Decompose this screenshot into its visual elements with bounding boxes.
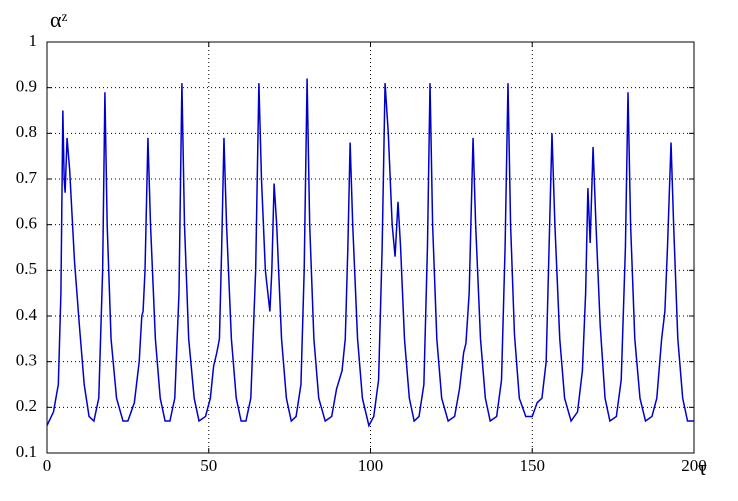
y-tick-label: 0.9 bbox=[16, 77, 37, 96]
y-tick-label: 0.5 bbox=[16, 259, 37, 278]
plot-frame bbox=[46, 41, 695, 454]
y-tick-label: 0.2 bbox=[16, 396, 37, 415]
y-tick-label: 1 bbox=[29, 31, 38, 50]
y-tick-label: 0.4 bbox=[16, 305, 38, 324]
y-tick-label: 0.8 bbox=[16, 122, 37, 141]
y-tick-label: 0.7 bbox=[16, 168, 38, 187]
y-tick-label: 0.3 bbox=[16, 351, 37, 370]
y-tick-label: 0.6 bbox=[16, 214, 37, 233]
x-axis-label: τ bbox=[698, 455, 707, 480]
y-axis-label: αᶻ bbox=[50, 7, 68, 32]
x-tick-label: 100 bbox=[358, 456, 384, 475]
x-tick-label: 200 bbox=[681, 456, 707, 475]
x-tick-label: 150 bbox=[520, 456, 546, 475]
data-line bbox=[46, 78, 694, 428]
x-tick-label: 50 bbox=[200, 456, 217, 475]
x-tick-label: 0 bbox=[43, 456, 52, 475]
y-tick-label: 0.1 bbox=[16, 442, 37, 461]
